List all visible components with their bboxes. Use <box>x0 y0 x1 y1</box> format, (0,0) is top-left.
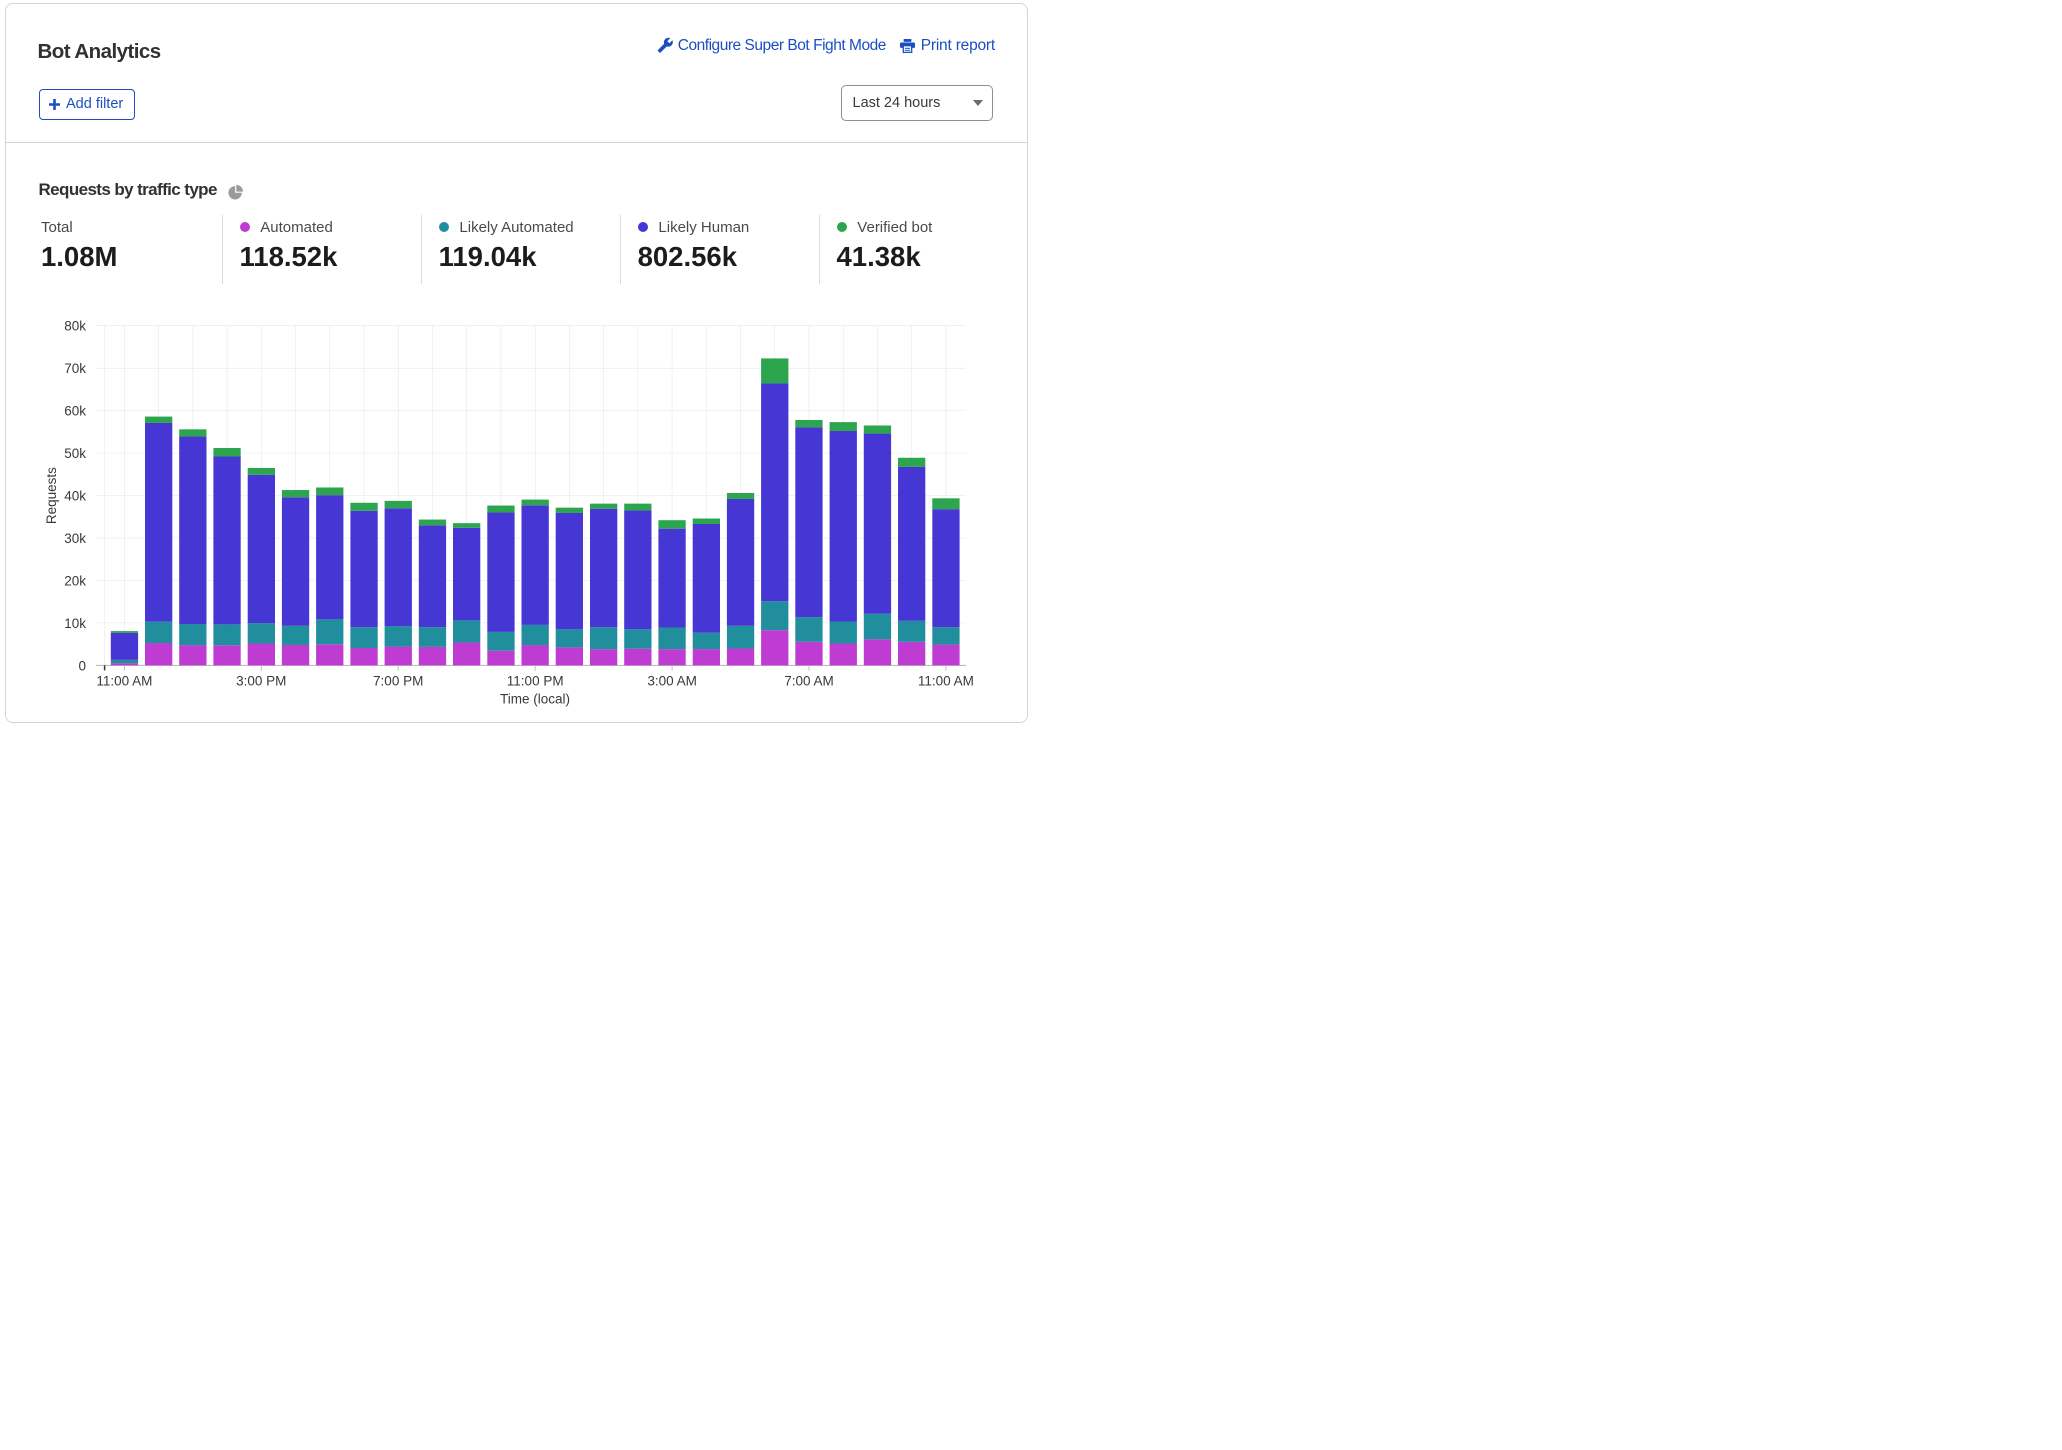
svg-text:11:00 PM: 11:00 PM <box>507 673 564 688</box>
svg-text:30k: 30k <box>64 531 86 546</box>
svg-text:50k: 50k <box>64 446 86 461</box>
svg-text:3:00 PM: 3:00 PM <box>236 673 286 688</box>
svg-text:7:00 AM: 7:00 AM <box>784 673 834 688</box>
svg-text:40k: 40k <box>64 489 86 504</box>
svg-text:Requests: Requests <box>44 467 59 524</box>
svg-text:0: 0 <box>78 658 86 673</box>
svg-text:Time (local): Time (local) <box>500 692 570 707</box>
svg-text:80k: 80k <box>64 319 86 334</box>
svg-text:60k: 60k <box>64 404 86 419</box>
svg-text:7:00 PM: 7:00 PM <box>373 673 423 688</box>
svg-text:70k: 70k <box>64 361 86 376</box>
svg-text:20k: 20k <box>64 574 86 589</box>
svg-text:3:00 AM: 3:00 AM <box>647 673 697 688</box>
svg-text:11:00 AM: 11:00 AM <box>918 673 974 688</box>
svg-text:10k: 10k <box>64 616 86 631</box>
svg-text:11:00 AM: 11:00 AM <box>96 673 152 688</box>
